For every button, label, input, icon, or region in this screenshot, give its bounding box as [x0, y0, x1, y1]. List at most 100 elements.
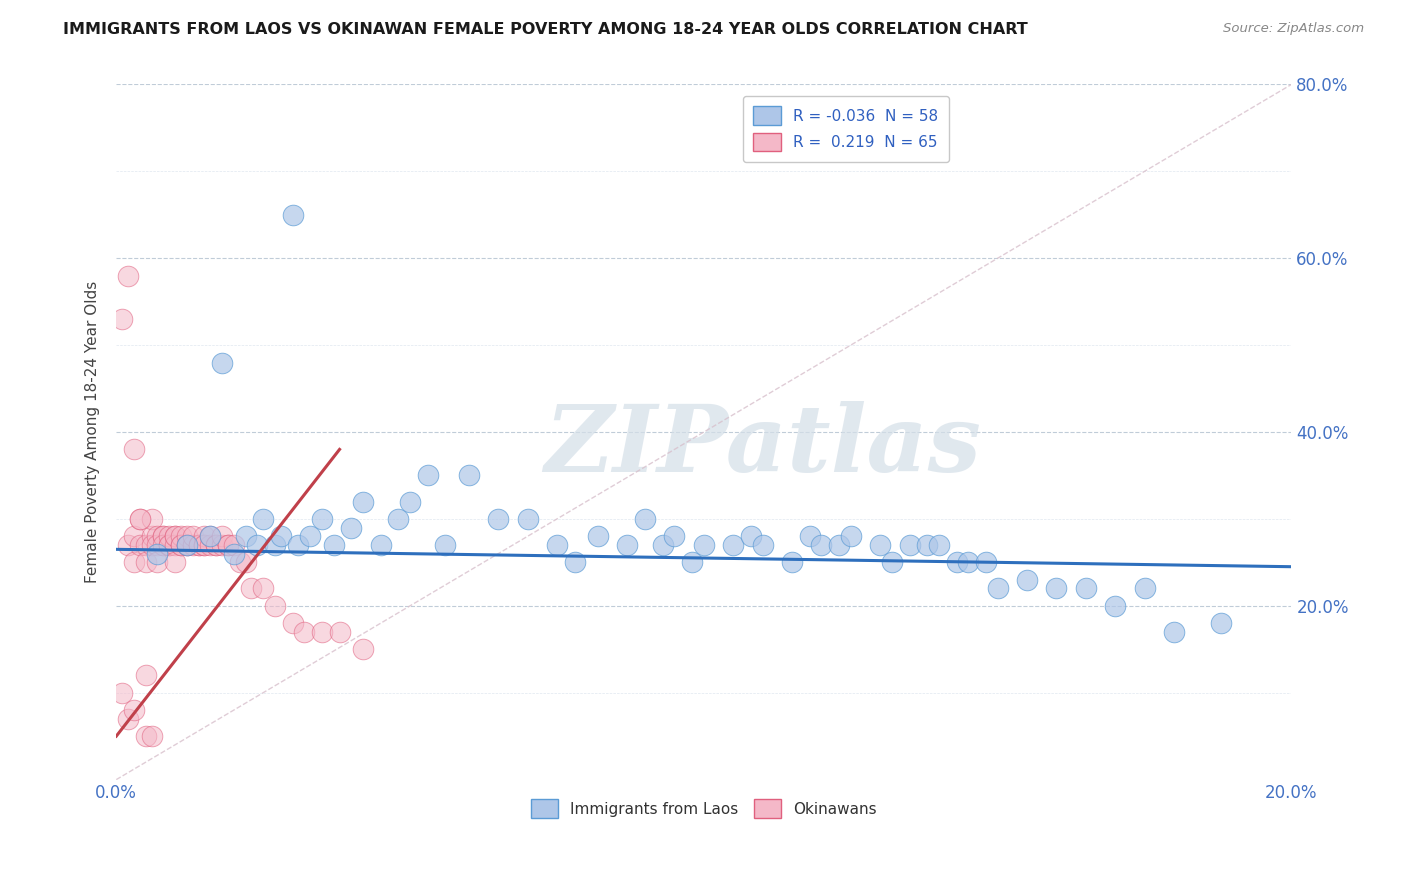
Point: [957, 555, 980, 569]
Point: [122, 555, 145, 569]
Point: [839, 529, 862, 543]
Point: [122, 703, 145, 717]
Point: [163, 555, 186, 569]
Point: [416, 468, 439, 483]
Point: [586, 529, 609, 543]
Point: [281, 616, 304, 631]
Point: [141, 529, 163, 543]
Point: [176, 529, 198, 543]
Point: [222, 547, 245, 561]
Point: [193, 538, 215, 552]
Point: [187, 538, 209, 552]
Point: [152, 529, 174, 543]
Point: [270, 529, 292, 543]
Point: [751, 538, 773, 552]
Point: [370, 538, 392, 552]
Point: [193, 529, 215, 543]
Point: [135, 729, 157, 743]
Point: [157, 538, 180, 552]
Point: [810, 538, 832, 552]
Point: [287, 538, 309, 552]
Point: [457, 468, 479, 483]
Point: [681, 555, 703, 569]
Point: [128, 512, 150, 526]
Point: [292, 624, 315, 639]
Point: [1074, 582, 1097, 596]
Point: [240, 582, 263, 596]
Point: [1015, 573, 1038, 587]
Text: IMMIGRANTS FROM LAOS VS OKINAWAN FEMALE POVERTY AMONG 18-24 YEAR OLDS CORRELATIO: IMMIGRANTS FROM LAOS VS OKINAWAN FEMALE …: [63, 22, 1028, 37]
Point: [146, 547, 169, 561]
Point: [928, 538, 950, 552]
Point: [1163, 624, 1185, 639]
Point: [780, 555, 803, 569]
Point: [157, 529, 180, 543]
Point: [898, 538, 921, 552]
Point: [152, 529, 174, 543]
Point: [200, 529, 222, 543]
Point: [181, 529, 204, 543]
Point: [564, 555, 586, 569]
Point: [152, 538, 174, 552]
Point: [299, 529, 322, 543]
Point: [146, 538, 169, 552]
Point: [211, 538, 233, 552]
Point: [128, 512, 150, 526]
Point: [322, 538, 344, 552]
Point: [122, 529, 145, 543]
Point: [246, 538, 269, 552]
Point: [170, 538, 193, 552]
Point: [352, 642, 374, 657]
Point: [799, 529, 821, 543]
Point: [141, 729, 163, 743]
Point: [193, 538, 215, 552]
Point: [252, 512, 274, 526]
Point: [222, 538, 245, 552]
Point: [170, 538, 193, 552]
Point: [217, 538, 239, 552]
Point: [651, 538, 673, 552]
Point: [264, 599, 287, 613]
Point: [1209, 616, 1232, 631]
Point: [135, 668, 157, 682]
Point: [176, 538, 198, 552]
Point: [311, 512, 333, 526]
Point: [128, 538, 150, 552]
Point: [987, 582, 1010, 596]
Point: [281, 208, 304, 222]
Point: [828, 538, 851, 552]
Point: [211, 529, 233, 543]
Point: [228, 555, 250, 569]
Y-axis label: Female Poverty Among 18-24 Year Olds: Female Poverty Among 18-24 Year Olds: [86, 281, 100, 583]
Point: [1104, 599, 1126, 613]
Point: [880, 555, 903, 569]
Text: ZIPatlas: ZIPatlas: [544, 401, 981, 491]
Point: [399, 494, 422, 508]
Point: [387, 512, 409, 526]
Point: [352, 494, 374, 508]
Point: [187, 538, 209, 552]
Point: [634, 512, 657, 526]
Point: [693, 538, 716, 552]
Point: [252, 582, 274, 596]
Point: [486, 512, 509, 526]
Point: [915, 538, 938, 552]
Point: [200, 538, 222, 552]
Point: [235, 529, 257, 543]
Point: [111, 686, 134, 700]
Point: [117, 538, 139, 552]
Point: [1045, 582, 1067, 596]
Point: [434, 538, 457, 552]
Point: [111, 312, 134, 326]
Point: [211, 355, 233, 369]
Point: [181, 538, 204, 552]
Point: [205, 538, 228, 552]
Point: [311, 624, 333, 639]
Point: [516, 512, 538, 526]
Point: [217, 538, 239, 552]
Point: [146, 529, 169, 543]
Point: [135, 538, 157, 552]
Point: [664, 529, 686, 543]
Point: [117, 268, 139, 283]
Point: [117, 712, 139, 726]
